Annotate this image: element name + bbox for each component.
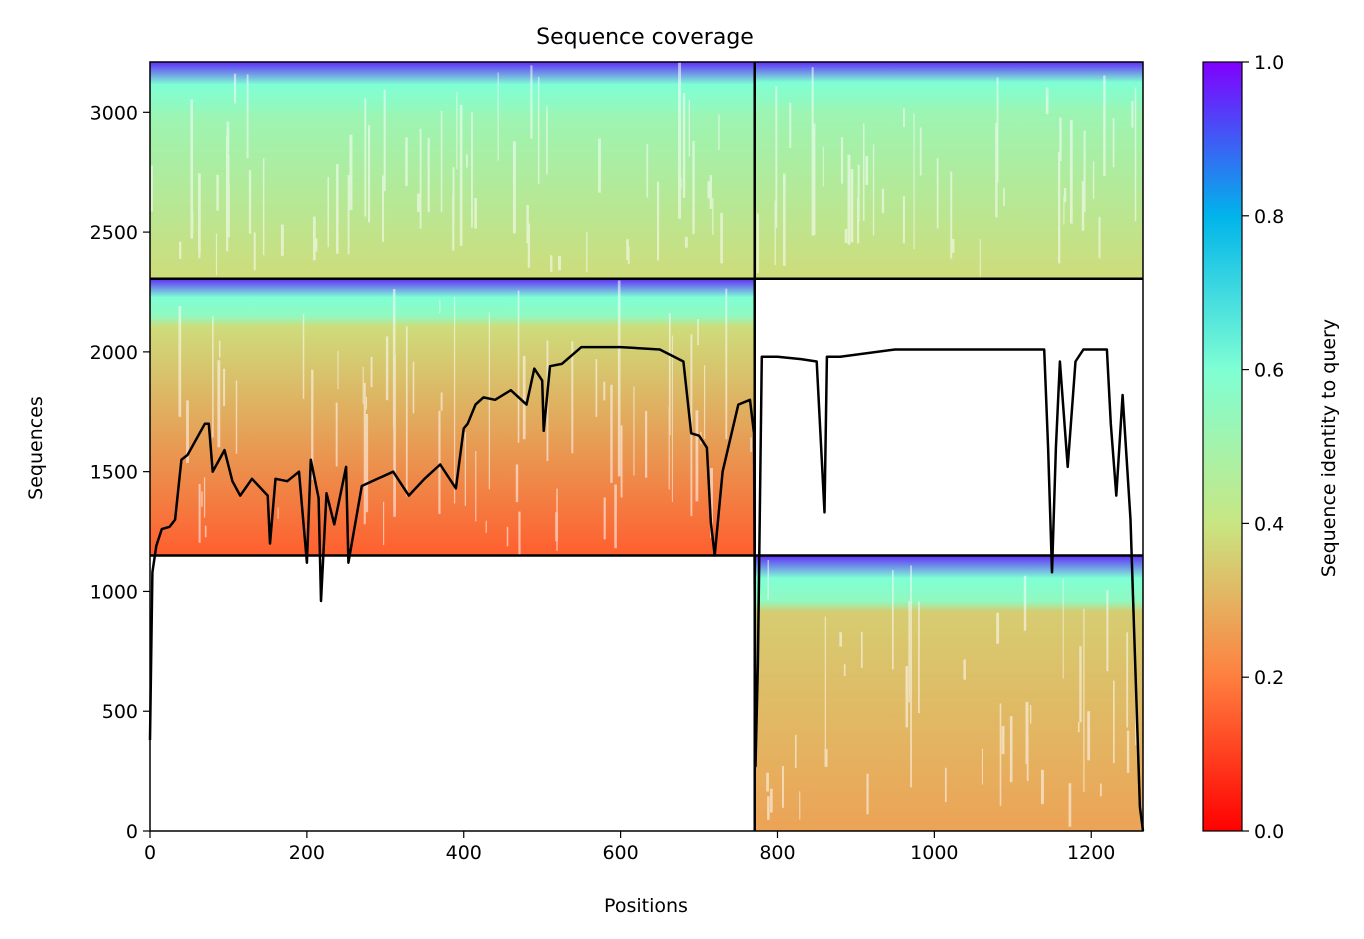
colorbar-tick-label: 0.8 bbox=[1254, 206, 1284, 228]
x-tick-label: 400 bbox=[446, 842, 482, 864]
y-tick-label: 500 bbox=[102, 701, 138, 723]
gap-texture bbox=[150, 62, 756, 276]
plot-frame bbox=[149, 61, 1144, 832]
colorbar-tick-label: 0.6 bbox=[1254, 360, 1284, 382]
y-tick-label: 0 bbox=[126, 821, 138, 843]
colorbar-tick-label: 1.0 bbox=[1254, 52, 1284, 74]
y-tick-label: 1000 bbox=[90, 581, 138, 603]
x-tick-label: 600 bbox=[602, 842, 638, 864]
x-tick-label: 1200 bbox=[1067, 842, 1115, 864]
colorbar-label: Sequence identity to query bbox=[1318, 319, 1340, 577]
y-tick-label: 2000 bbox=[90, 342, 138, 364]
x-axis: 0 200 400 600 800 1000 1200 bbox=[144, 831, 1115, 864]
y-tick-label: 1500 bbox=[90, 462, 138, 484]
plot-area bbox=[148, 61, 1145, 832]
colorbar-tick-label: 0.4 bbox=[1254, 513, 1284, 535]
x-tick-label: 800 bbox=[759, 842, 795, 864]
coverage-block bbox=[150, 278, 755, 556]
x-tick-label: 1000 bbox=[910, 842, 958, 864]
coverage-line bbox=[148, 345, 1145, 832]
x-tick-label: 0 bbox=[144, 842, 156, 864]
y-axis-label: Sequences bbox=[25, 396, 47, 500]
gap-texture bbox=[756, 67, 1137, 277]
chart-title: Sequence coverage bbox=[536, 25, 754, 50]
colorbar-tick-label: 0.0 bbox=[1254, 821, 1284, 843]
colorbar-tick-label: 0.2 bbox=[1254, 667, 1284, 689]
y-axis: 0 500 1000 1500 2000 2500 3000 bbox=[90, 102, 150, 843]
coverage-block bbox=[754, 555, 1143, 831]
y-tick-label: 2500 bbox=[90, 222, 138, 244]
coverage-block bbox=[754, 62, 1143, 279]
colorbar-gradient bbox=[1202, 61, 1243, 832]
colorbar: 0.0 0.2 0.4 0.6 0.8 1.0 bbox=[1202, 52, 1284, 843]
y-tick-label: 3000 bbox=[90, 102, 138, 124]
x-tick-label: 200 bbox=[289, 842, 325, 864]
x-axis-label: Positions bbox=[604, 895, 688, 917]
